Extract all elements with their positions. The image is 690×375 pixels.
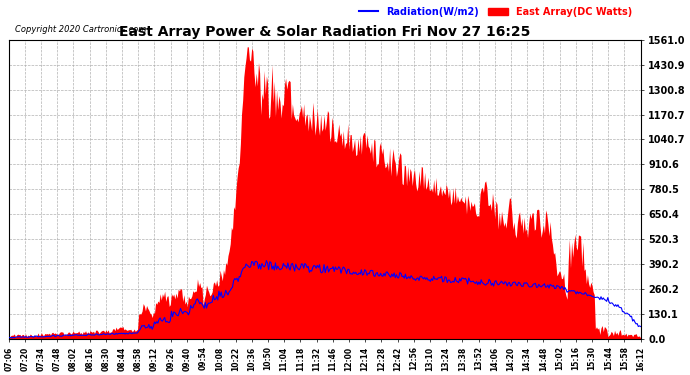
Title: East Array Power & Solar Radiation Fri Nov 27 16:25: East Array Power & Solar Radiation Fri N… — [119, 25, 531, 39]
Text: Copyright 2020 Cartronics.com: Copyright 2020 Cartronics.com — [15, 25, 146, 34]
Legend: Radiation(W/m2), East Array(DC Watts): Radiation(W/m2), East Array(DC Watts) — [355, 3, 635, 21]
